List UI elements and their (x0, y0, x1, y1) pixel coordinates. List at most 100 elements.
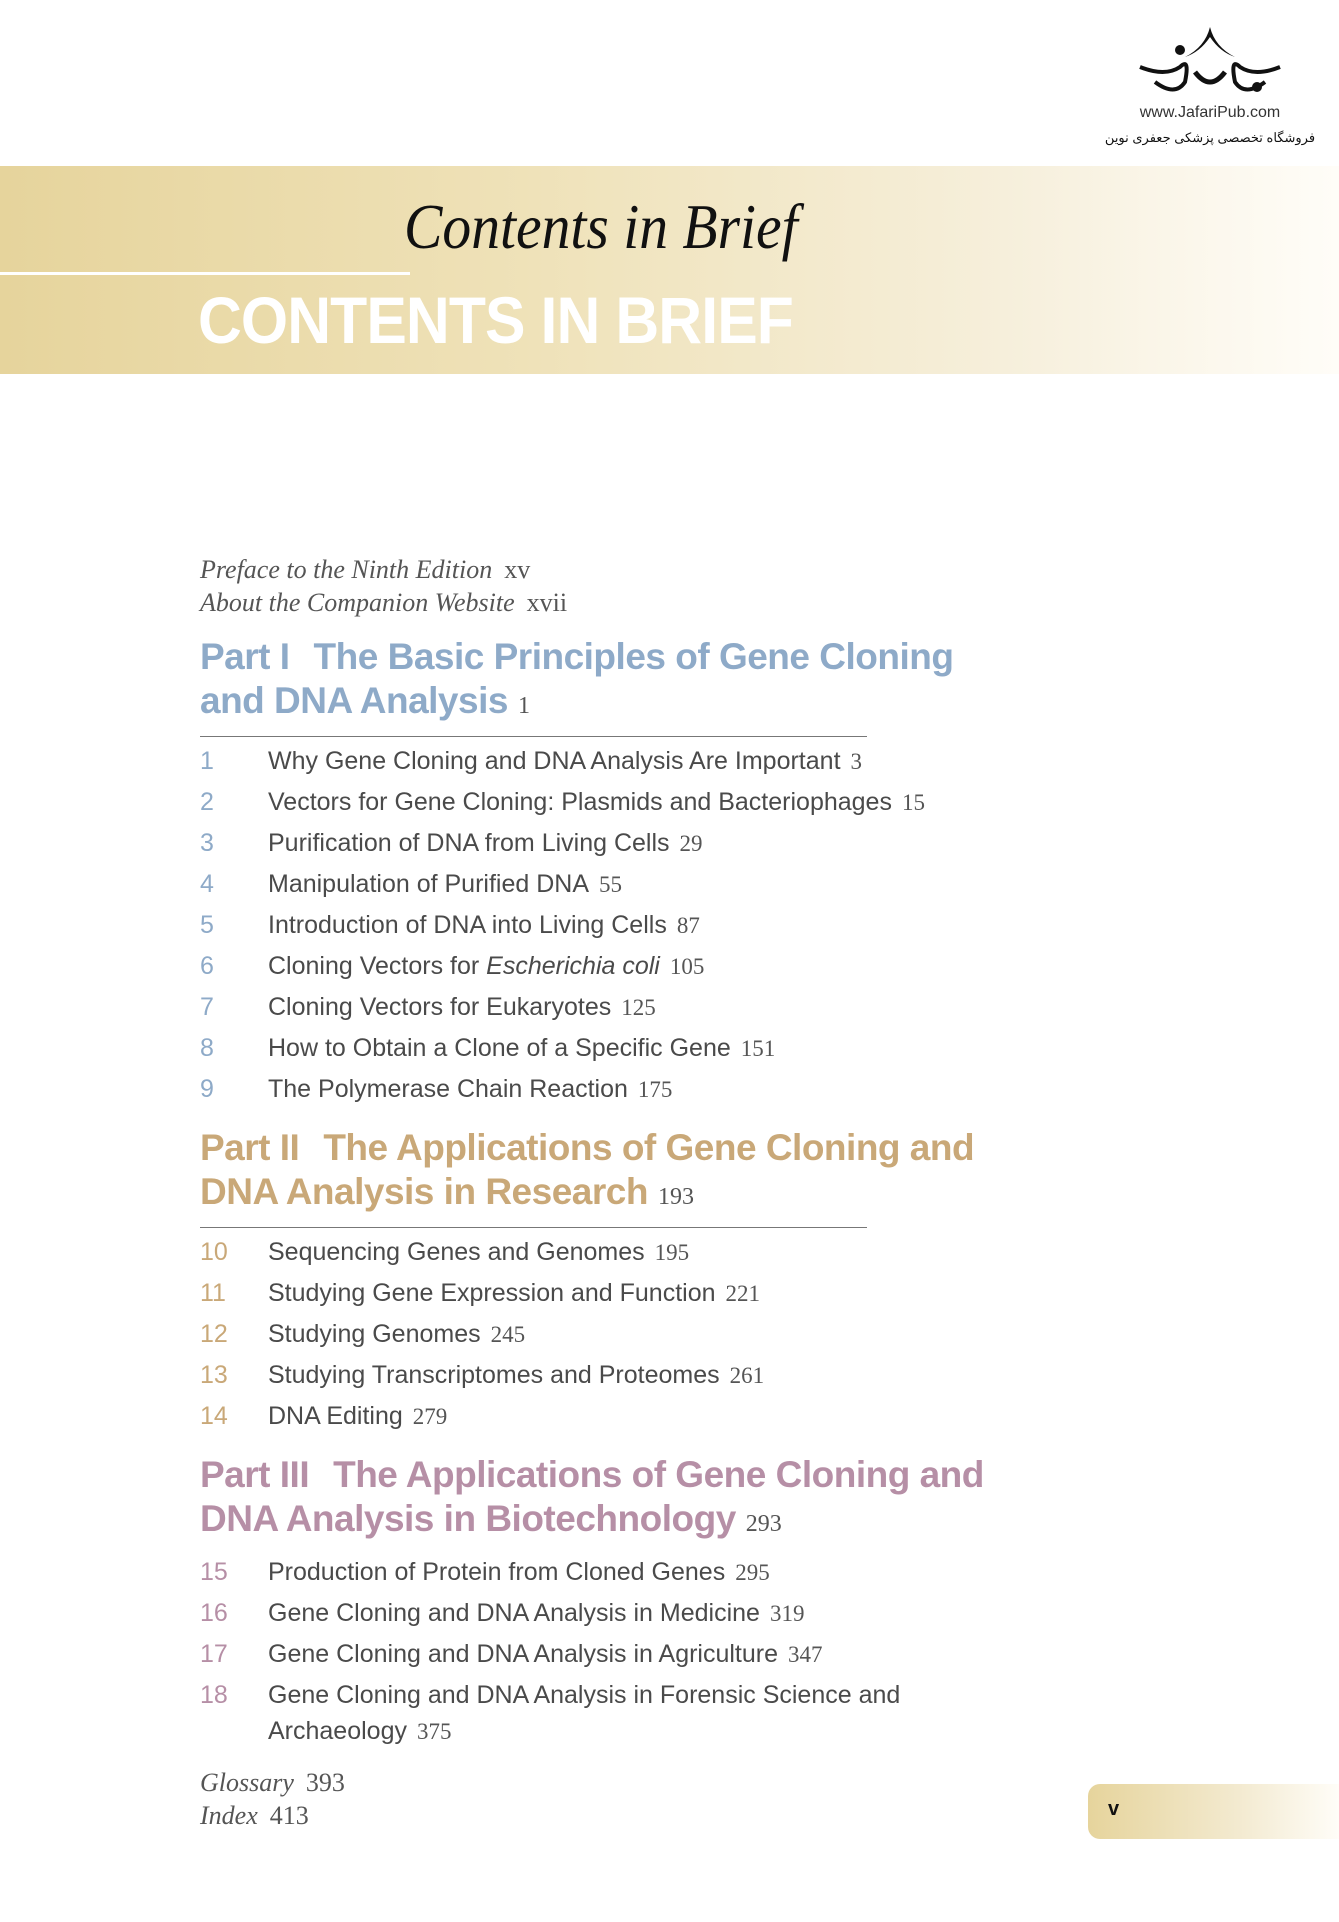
chapter-entry: 9 The Polymerase Chain Reaction 175 (200, 1069, 1080, 1110)
part-title: The Applications of Gene Cloning and DNA… (200, 1127, 975, 1212)
chapter-number: 5 (200, 911, 214, 939)
part-divider (200, 1227, 867, 1228)
chapter-number: 2 (200, 788, 214, 816)
chapter-page: 3 (850, 749, 863, 774)
chapter-page: 221 (725, 1281, 761, 1306)
chapter-entry: 14 DNA Editing 279 (200, 1396, 1080, 1437)
chapter-number: 14 (200, 1402, 228, 1430)
chapter-number: 10 (200, 1238, 228, 1266)
entry-title: Index (200, 1801, 258, 1830)
chapter-number: 15 (200, 1558, 228, 1586)
chapter-number: 16 (200, 1599, 228, 1627)
chapter-title: DNA Editing (268, 1402, 403, 1430)
chapter-entry: 6 Cloning Vectors for Escherichia coli 105 (200, 946, 1080, 987)
entry-page: 393 (305, 1768, 345, 1797)
chapter-title: Studying Gene Expression and Function (268, 1279, 716, 1307)
part-heading: Part II The Applications of Gene Cloning … (200, 1126, 1000, 1219)
chapter-title: Studying Genomes (268, 1320, 481, 1348)
entry-title: Preface to the Ninth Edition (200, 555, 493, 584)
chapter-page: 279 (412, 1404, 448, 1429)
chapter-page: 195 (654, 1240, 690, 1265)
chapter-number: 7 (200, 993, 214, 1021)
chapter-entry: 8 How to Obtain a Clone of a Specific Gen… (200, 1028, 1080, 1069)
front-matter-entry: Preface to the Ninth Edition xv (200, 553, 1080, 586)
chapter-entry: 10 Sequencing Genes and Genomes 195 (200, 1232, 1080, 1273)
header-banner (0, 166, 1339, 374)
chapter-entry: 15 Production of Protein from Cloned Gene… (200, 1552, 1080, 1593)
back-matter-entry: Index 413 (200, 1799, 1080, 1832)
part-title: The Basic Principles of Gene Cloning and… (200, 636, 954, 721)
chapter-title: Gene Cloning and DNA Analysis in Medicin… (268, 1599, 760, 1627)
page-number-tab: v (1088, 1784, 1339, 1839)
chapter-number: 9 (200, 1075, 214, 1103)
calligraphy-logo-icon (1139, 27, 1281, 92)
chapter-page: 125 (621, 995, 656, 1020)
part-page: 293 (745, 1511, 782, 1537)
chapter-title: Studying Transcriptomes and Proteomes (268, 1361, 720, 1389)
page-number: v (1108, 1798, 1120, 1820)
chapter-entry: 16 Gene Cloning and DNA Analysis in Medic… (200, 1593, 1080, 1634)
part-page: 1 (517, 693, 530, 719)
chapter-page: 347 (788, 1642, 823, 1667)
chapter-page: 55 (599, 872, 622, 897)
publisher-logo: www.JafariPub.com فروشگاه تخصصی پزشکی جع… (1090, 22, 1330, 146)
chapter-title: Introduction of DNA into Living Cells (268, 911, 667, 939)
chapter-entry: 5 Introduction of DNA into Living Cells 87 (200, 905, 1080, 946)
part-heading: Part III The Applications of Gene Cloning… (200, 1453, 1000, 1546)
chapter-number: 6 (200, 952, 214, 980)
chapter-title-italic: Escherichia coli (486, 952, 660, 980)
chapter-page: 105 (669, 954, 705, 979)
chapter-title-continued: Archaeology 375 (268, 1717, 452, 1745)
entry-title: About the Companion Website (200, 588, 515, 617)
chapter-title: Production of Protein from Cloned Genes (268, 1558, 726, 1586)
chapter-number: 12 (200, 1320, 228, 1348)
entry-page: xv (504, 555, 531, 584)
part-title: The Applications of Gene Cloning and DNA… (200, 1454, 984, 1539)
logo-url: www.JafariPub.com (1139, 104, 1281, 121)
part-heading: Part I The Basic Principles of Gene Cloni… (200, 635, 1000, 728)
chapter-entry: 13 Studying Transcriptomes and Proteomes 2… (200, 1355, 1080, 1396)
chapter-entry: 18 Gene Cloning and DNA Analysis in Foren… (200, 1675, 1080, 1748)
page-title: Contents in Brief (404, 191, 798, 262)
chapter-entry: 4 Manipulation of Purified DNA 55 (200, 864, 1080, 905)
chapter-title: Purification of DNA from Living Cells (268, 829, 670, 857)
chapter-number: 3 (200, 829, 214, 857)
chapter-title: Cloning Vectors for (268, 952, 487, 980)
chapter-number: 1 (200, 747, 214, 775)
chapter-title: The Polymerase Chain Reaction (268, 1075, 628, 1103)
back-matter-entry: Glossary 393 (200, 1766, 1080, 1799)
chapter-title: Gene Cloning and DNA Analysis in Agricul… (268, 1640, 779, 1668)
logo-tagline: فروشگاه تخصصی پزشکی جعفری نوین (1104, 130, 1316, 145)
front-matter-entry: About the Companion Website xvii (200, 586, 1080, 619)
chapter-page: 375 (416, 1719, 452, 1744)
chapter-number: 18 (200, 1681, 228, 1709)
part-label: Part I (200, 636, 290, 677)
chapter-number: 13 (200, 1361, 228, 1389)
chapter-entry: 1 Why Gene Cloning and DNA Analysis Are I… (200, 741, 1080, 782)
chapter-title: Cloning Vectors for Eukaryotes (268, 993, 612, 1021)
chapter-page: 15 (901, 790, 925, 815)
part-label: Part III (200, 1454, 310, 1495)
chapter-page: 87 (676, 913, 700, 938)
chapter-entry: 3 Purification of DNA from Living Cells 29 (200, 823, 1080, 864)
chapter-title: How to Obtain a Clone of a Specific Gene (268, 1034, 731, 1062)
chapter-title: Why Gene Cloning and DNA Analysis Are Im… (268, 747, 841, 775)
chapter-number: 8 (200, 1034, 214, 1062)
chapter-number: 11 (200, 1279, 226, 1307)
chapter-title: Gene Cloning and DNA Analysis in Forensi… (268, 1681, 901, 1709)
entry-page: xvii (526, 588, 568, 617)
part-label: Part II (200, 1127, 300, 1168)
chapter-page: 175 (637, 1077, 673, 1102)
chapter-page: 245 (490, 1322, 526, 1347)
chapter-title: Manipulation of Purified DNA (268, 870, 589, 898)
chapter-page: 29 (679, 831, 703, 856)
banner-ghost-title: CONTENTS IN BRIEF (198, 283, 794, 357)
chapter-page: 295 (735, 1560, 770, 1585)
chapter-title: Sequencing Genes and Genomes (268, 1238, 645, 1266)
part-divider (200, 736, 867, 737)
chapter-title: Vectors for Gene Cloning: Plasmids and B… (268, 788, 892, 816)
chapter-number: 17 (200, 1640, 228, 1668)
chapter-entry: 2 Vectors for Gene Cloning: Plasmids and … (200, 782, 1080, 823)
entry-page: 413 (269, 1801, 309, 1830)
chapter-page: 319 (769, 1601, 805, 1626)
